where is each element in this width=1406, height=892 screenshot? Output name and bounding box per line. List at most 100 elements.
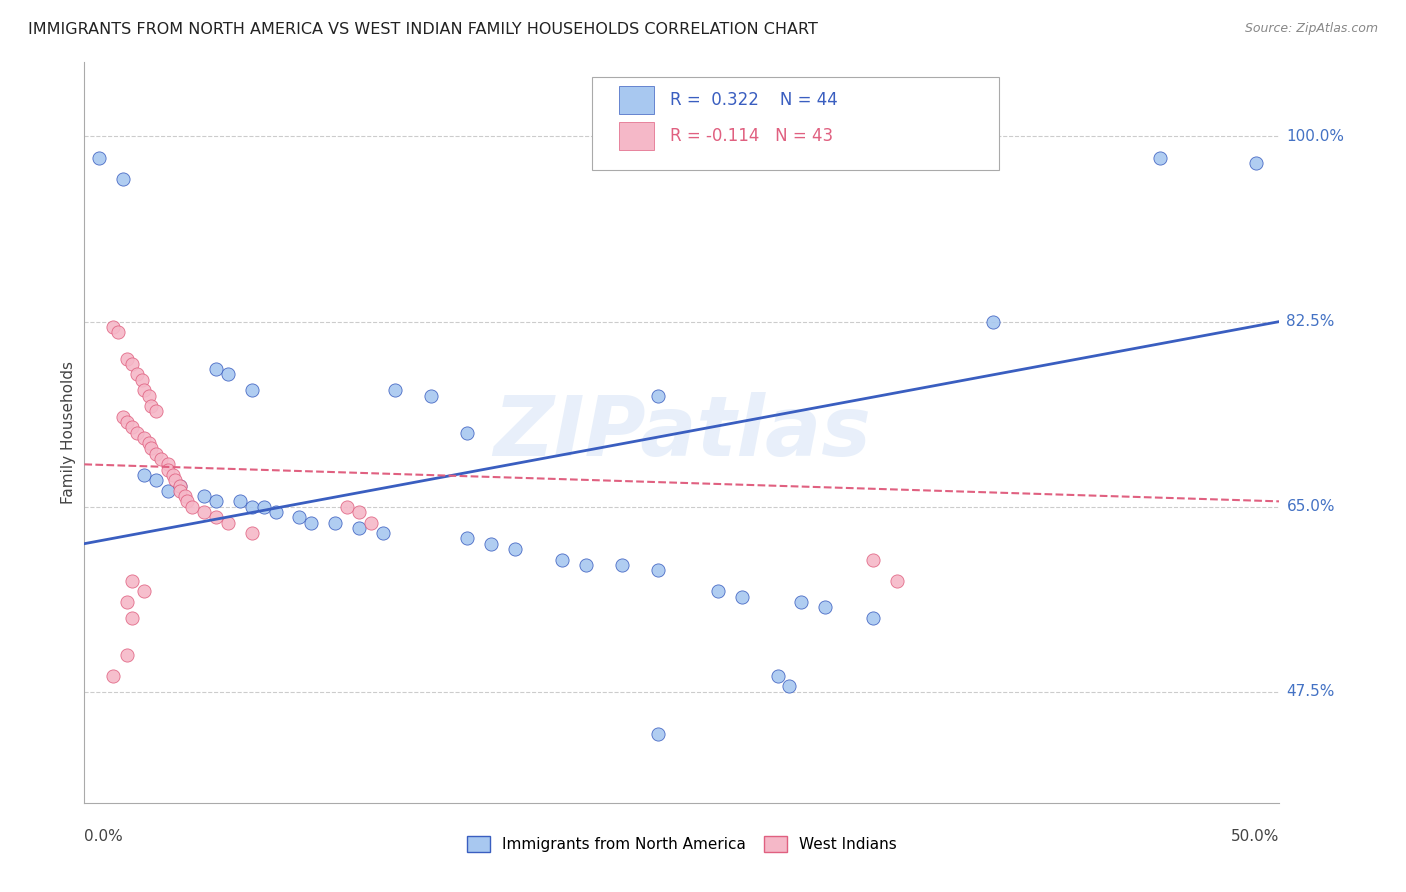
Point [240,500,263,514]
Point [814,600,837,615]
Point [121,420,143,434]
Point [349,521,371,535]
Point [325,516,347,530]
Point [138,436,160,450]
Point [647,389,669,403]
Point [149,452,172,467]
Point [612,558,634,572]
Point [141,442,163,456]
Point [176,494,198,508]
Text: R =  0.322    N = 44: R = 0.322 N = 44 [671,91,838,109]
Point [253,500,276,514]
Point [229,494,252,508]
Point [240,384,263,398]
Point [125,368,148,382]
Text: 50.0%: 50.0% [1232,830,1279,844]
Point [132,584,156,599]
Text: Source: ZipAtlas.com: Source: ZipAtlas.com [1244,22,1378,36]
Point [288,510,311,524]
Point [205,362,228,376]
Point [117,415,139,429]
Point [886,574,908,588]
Point [217,368,239,382]
Point [205,494,228,508]
Point [193,505,215,519]
Point [132,467,156,482]
Point [132,431,156,445]
Point [384,384,406,398]
Point [217,516,239,530]
Point [125,425,148,440]
Y-axis label: Family Households: Family Households [60,361,76,504]
Point [1149,151,1171,165]
Point [111,409,134,424]
Point [349,505,371,519]
Point [181,500,204,514]
Point [779,680,801,694]
Point [121,610,143,624]
FancyBboxPatch shape [592,78,998,169]
Point [456,425,478,440]
Point [240,526,263,541]
Point [551,552,574,566]
Point [503,541,526,556]
Point [205,510,228,524]
Point [87,151,110,165]
Point [169,478,191,492]
Point [145,404,167,418]
Point [862,610,884,624]
Point [157,458,180,472]
Point [117,595,139,609]
Text: 100.0%: 100.0% [1286,129,1344,144]
Point [766,669,789,683]
Point [479,536,502,550]
Point [647,727,669,741]
Point [456,532,478,546]
Text: ZIPatlas: ZIPatlas [494,392,870,473]
Point [101,669,124,683]
Point [814,151,837,165]
Point [575,558,598,572]
Point [111,171,134,186]
Bar [619,122,654,150]
Point [145,473,167,487]
Point [790,595,813,609]
Point [373,526,395,541]
Point [121,357,143,371]
Legend: Immigrants from North America, West Indians: Immigrants from North America, West Indi… [461,830,903,858]
Point [336,500,359,514]
Point [862,552,884,566]
Point [145,447,167,461]
Point [731,590,754,604]
Point [138,389,160,403]
Point [101,319,124,334]
Point [141,399,163,413]
Point [117,648,139,662]
Point [647,563,669,577]
Point [707,584,730,599]
Text: 47.5%: 47.5% [1286,684,1334,699]
Point [766,151,789,165]
Text: 0.0%: 0.0% [84,830,124,844]
Point [157,483,180,498]
Point [264,505,287,519]
Point [165,473,187,487]
Text: R = -0.114   N = 43: R = -0.114 N = 43 [671,127,834,145]
Point [1244,156,1267,170]
Point [117,351,139,366]
Point [162,467,184,482]
Point [132,384,156,398]
Point [301,516,323,530]
Point [420,389,443,403]
Point [131,373,153,387]
Point [981,315,1004,329]
Point [193,489,215,503]
Point [157,462,180,476]
Text: IMMIGRANTS FROM NORTH AMERICA VS WEST INDIAN FAMILY HOUSEHOLDS CORRELATION CHART: IMMIGRANTS FROM NORTH AMERICA VS WEST IN… [28,22,818,37]
Text: 82.5%: 82.5% [1286,314,1334,329]
Point [360,516,382,530]
Text: 65.0%: 65.0% [1286,500,1334,514]
Point [169,478,191,492]
Bar [619,86,654,114]
Point [107,325,129,339]
